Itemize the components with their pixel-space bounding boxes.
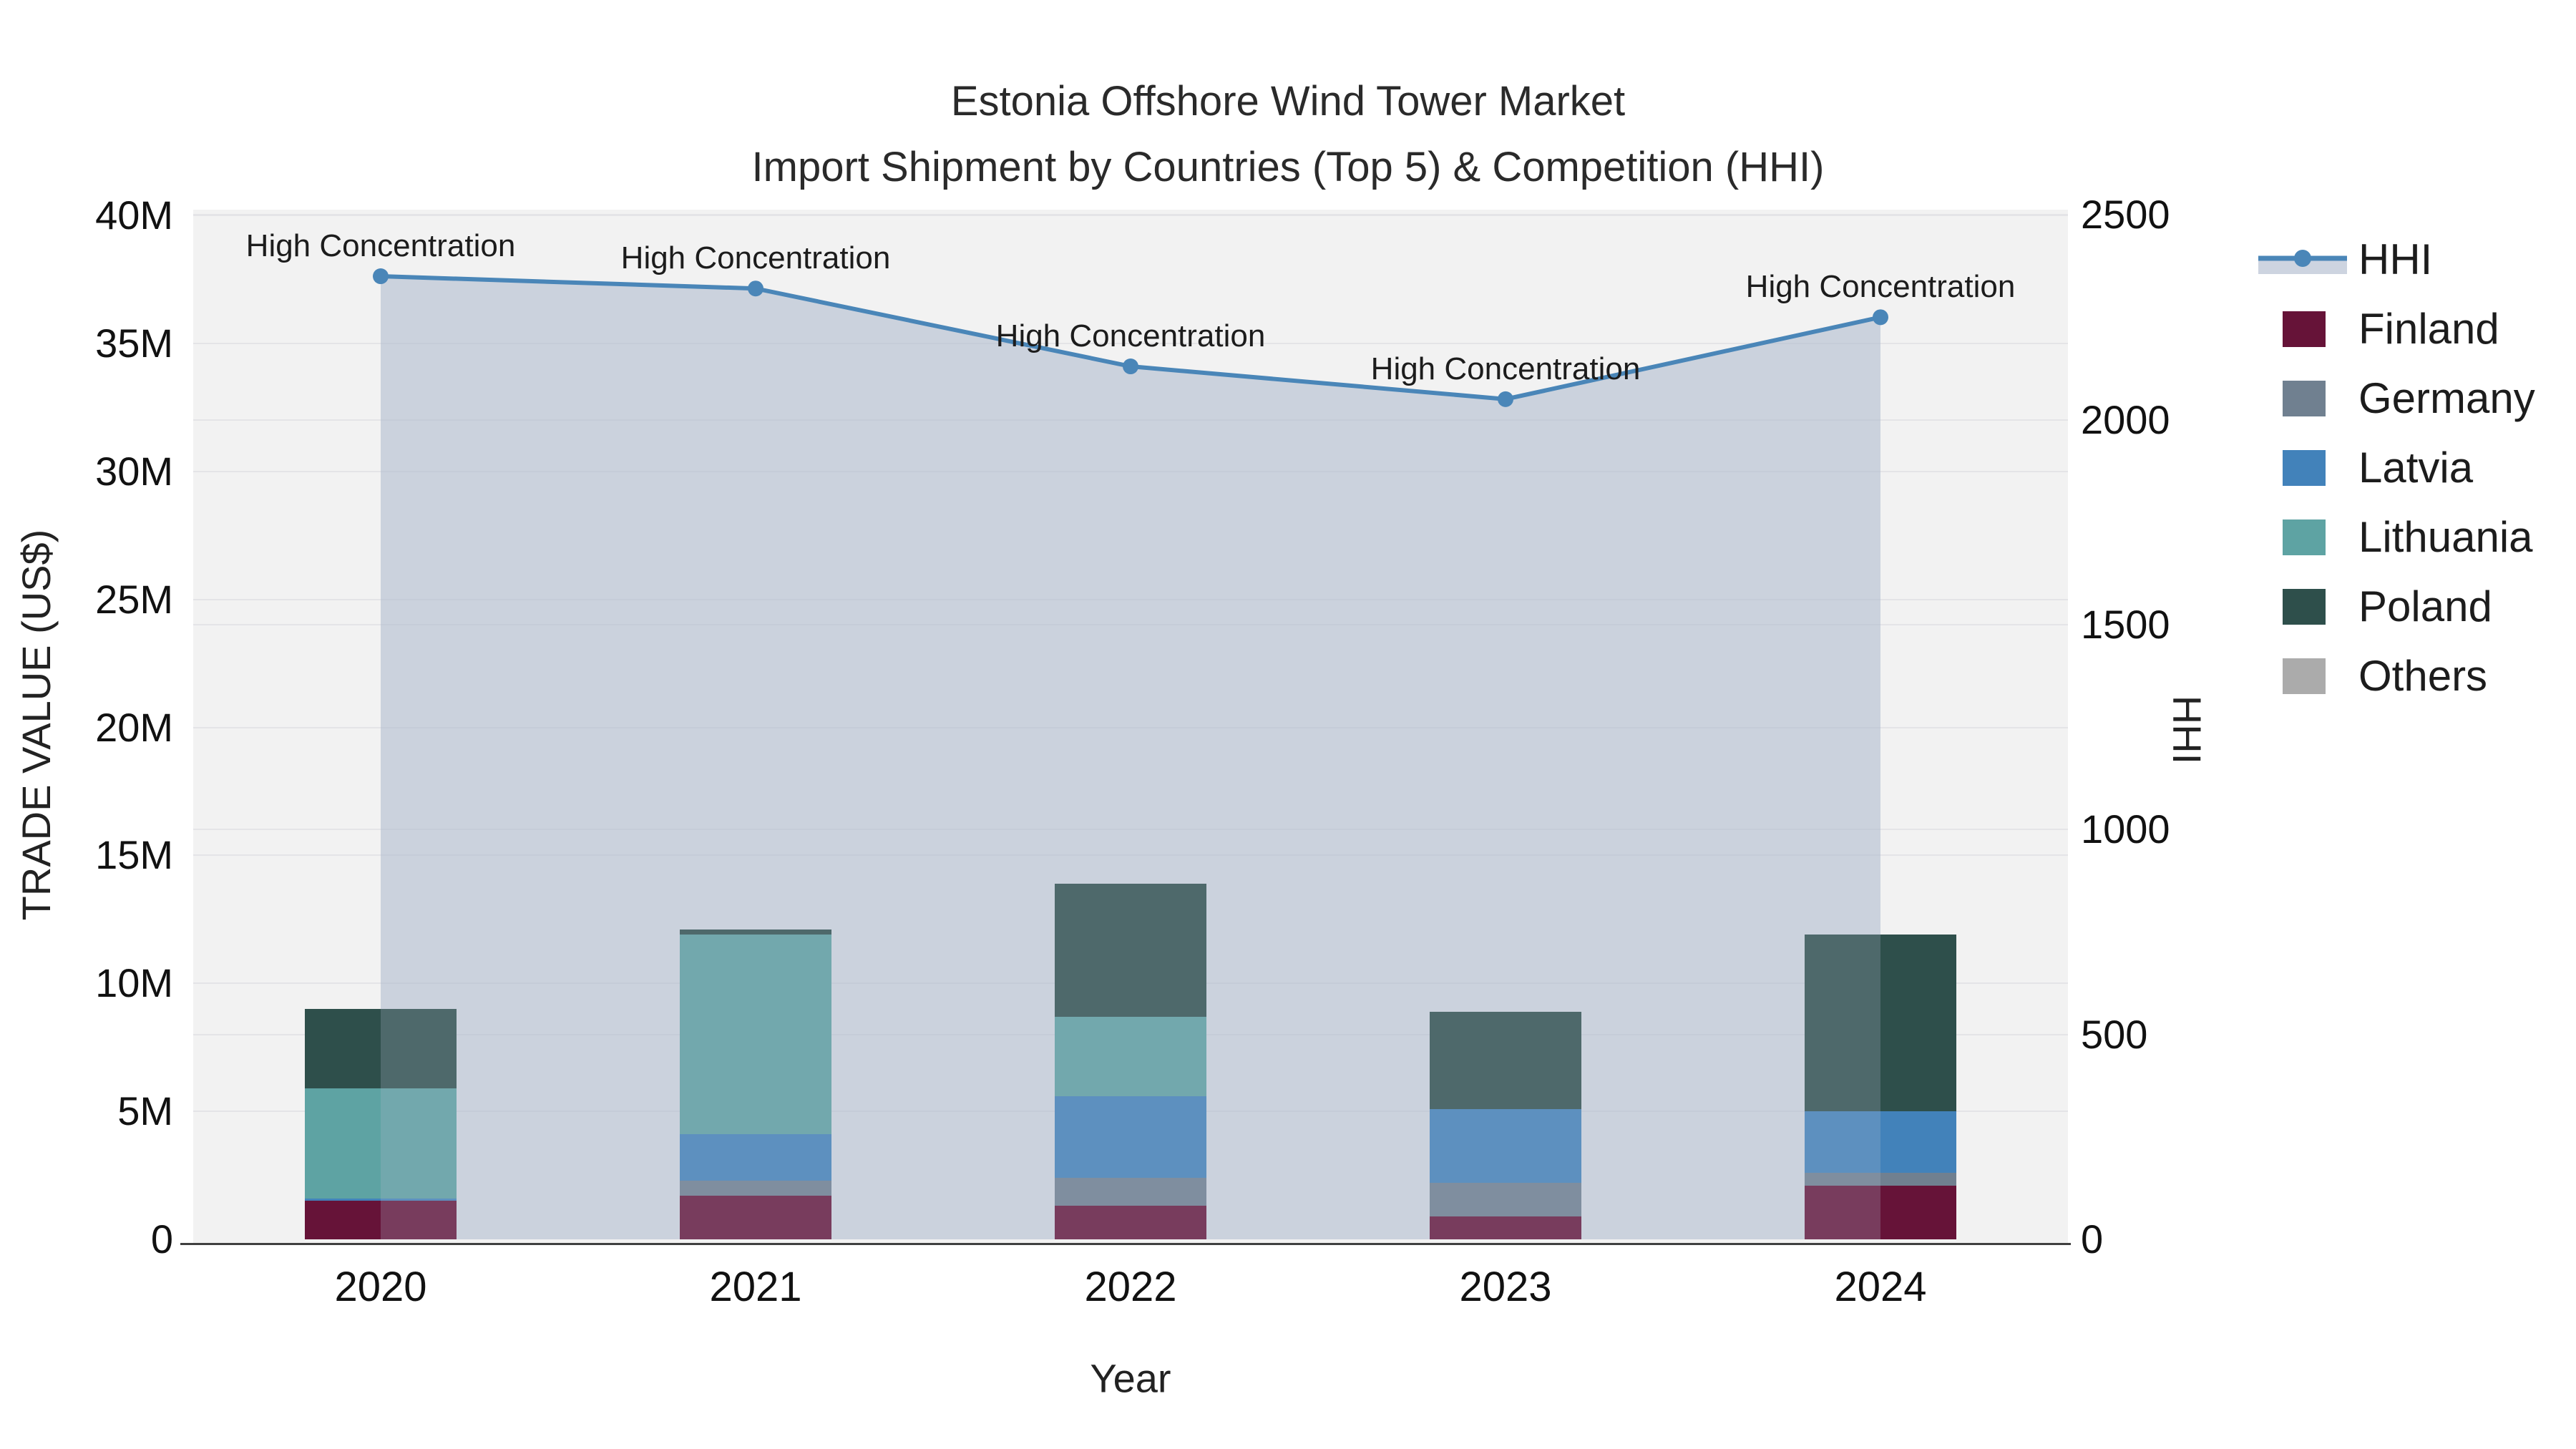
chart-title: Estonia Offshore Wind Tower Market Impor… [0, 69, 2576, 200]
y-left-tick-label: 10M [95, 960, 173, 1006]
annotation-2020: High Concentration [245, 228, 516, 264]
legend-label: Latvia [2358, 444, 2474, 492]
legend-label: HHI [2358, 235, 2433, 283]
legend-label: Finland [2358, 305, 2499, 353]
y-left-axis-title: TRADE VALUE (US$) [14, 529, 59, 921]
x-axis-title: Year [1090, 1355, 1171, 1401]
color-swatch-icon [2254, 449, 2354, 486]
chart-title-line2: Import Shipment by Countries (Top 5) & C… [751, 144, 1825, 190]
annotation-2023: High Concentration [1370, 351, 1641, 386]
bars-layer [193, 210, 2068, 1244]
legend-label: Poland [2358, 582, 2492, 630]
y-left-tick-label: 15M [95, 832, 173, 878]
y-left-tick-label: 30M [95, 448, 173, 494]
plot-area: High Concentration High Concentration High… [193, 210, 2068, 1244]
y-right-tick-label: 500 [2081, 1011, 2148, 1057]
bar-segment-finland-2024[interactable] [1805, 1185, 1956, 1239]
swatch-poland [2283, 588, 2326, 625]
y-left-tick-label: 25M [95, 576, 173, 622]
legend-item-others[interactable]: Others [2254, 641, 2535, 711]
annotation-2024: High Concentration [1745, 269, 2016, 305]
bar-segment-finland-2022[interactable] [1055, 1206, 1206, 1239]
color-swatch-icon [2254, 588, 2354, 625]
legend-label: Germany [2358, 374, 2535, 422]
legend: HHI Finland Germany Latvia Lithuania Poland Ot… [2254, 225, 2535, 711]
legend-item-latvia[interactable]: Latvia [2254, 433, 2535, 502]
y-right-tick-label: 0 [2081, 1216, 2104, 1262]
annotation-2022: High Concentration [995, 318, 1266, 354]
y-right-tick-label: 1000 [2081, 806, 2170, 852]
y-right-tick-label: 2000 [2081, 396, 2170, 442]
y-left-tick-label: 40M [95, 192, 173, 238]
x-tick-label-2022: 2022 [1084, 1264, 1177, 1310]
x-axis-line [180, 1243, 2071, 1245]
legend-item-finland[interactable]: Finland [2254, 294, 2535, 364]
gridline-left-axis [193, 215, 2068, 216]
x-tick-label-2020: 2020 [334, 1264, 427, 1310]
color-swatch-icon [2254, 658, 2354, 694]
x-tick-label-2023: 2023 [1459, 1264, 1552, 1310]
y-left-tick-label: 0 [150, 1216, 173, 1262]
y-right-axis-title: HHI [2165, 695, 2210, 765]
x-tick-label-2021: 2021 [709, 1264, 802, 1310]
legend-item-lithuania[interactable]: Lithuania [2254, 502, 2535, 572]
legend-item-poland[interactable]: Poland [2254, 572, 2535, 641]
hhi-line-swatch-icon [2254, 238, 2354, 281]
x-tick-label-2024: 2024 [1834, 1264, 1927, 1310]
legend-item-germany[interactable]: Germany [2254, 364, 2535, 433]
swatch-lithuania [2283, 519, 2326, 555]
bar-segment-finland-2020[interactable] [305, 1201, 457, 1239]
color-swatch-icon [2254, 380, 2354, 416]
chart-title-line1: Estonia Offshore Wind Tower Market [950, 78, 1626, 125]
y-right-tick-label: 1500 [2081, 601, 2170, 647]
swatch-finland [2283, 311, 2326, 347]
y-right-tick-label: 2500 [2081, 192, 2170, 238]
swatch-others [2283, 658, 2326, 694]
legend-label: Others [2358, 652, 2488, 700]
legend-item-hhi[interactable]: HHI [2254, 225, 2535, 294]
bar-segment-finland-2023[interactable] [1430, 1216, 1581, 1239]
color-swatch-icon [2254, 519, 2354, 555]
bar-segment-finland-2021[interactable] [680, 1196, 831, 1239]
swatch-germany [2283, 380, 2326, 416]
color-swatch-icon [2254, 311, 2354, 347]
annotation-2021: High Concentration [620, 240, 891, 276]
swatch-latvia [2283, 449, 2326, 486]
legend-label: Lithuania [2358, 513, 2533, 561]
y-left-tick-label: 5M [117, 1088, 173, 1134]
y-left-tick-label: 35M [95, 320, 173, 366]
y-left-tick-label: 20M [95, 704, 173, 750]
